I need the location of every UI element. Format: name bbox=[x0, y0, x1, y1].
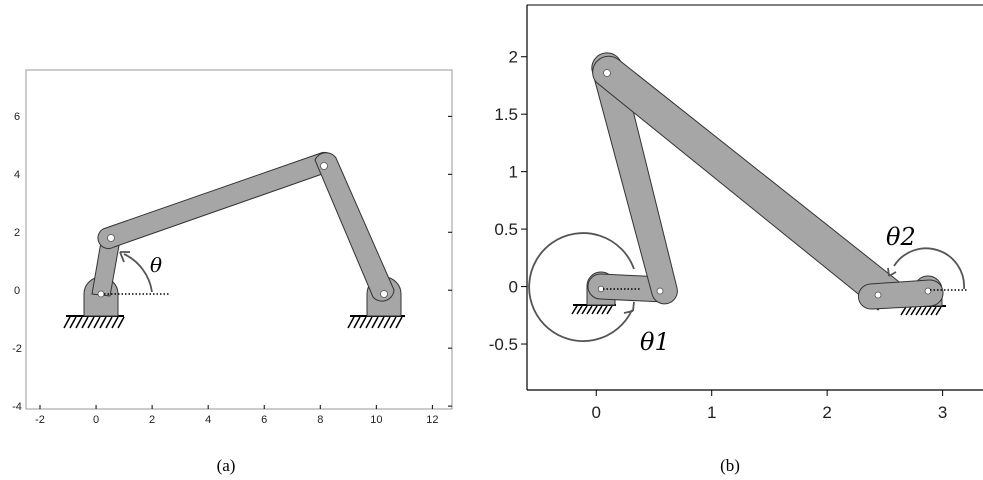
panel_b-x-tick-label: 0 bbox=[592, 403, 601, 422]
panel_a-x-tick-label: -2 bbox=[35, 414, 45, 426]
panel_a-y-tick-label: -4 bbox=[12, 401, 22, 413]
panel-b-pin-output bbox=[874, 291, 882, 299]
panel_b-y-tick-label: 0 bbox=[509, 278, 518, 297]
panel_b-y-tick-label: 1 bbox=[509, 163, 518, 182]
panel-b-pin-ground-left bbox=[597, 285, 605, 293]
panel-b-ground-left bbox=[571, 304, 616, 315]
panel-b-pin-ground-right bbox=[924, 287, 932, 295]
panel-b-theta2-arc bbox=[893, 247, 965, 290]
panel-a-pin-ground-left bbox=[97, 290, 105, 298]
panel_a-y-tick-label: 2 bbox=[14, 227, 20, 239]
panel-a-x-axis: -2 0 2 4 6 8 10 12 bbox=[35, 405, 439, 426]
panel_a-x-tick-label: 2 bbox=[149, 414, 155, 426]
panel_b-y-tick-label: -0.5 bbox=[489, 335, 518, 354]
panel-b-link-long bbox=[592, 55, 904, 311]
panel-b-pin-top bbox=[603, 69, 611, 77]
panel-b-x-axis: 0 1 2 3 bbox=[592, 390, 947, 422]
panel_a-y-tick-label: 4 bbox=[14, 169, 20, 181]
panel_b-x-tick-label: 2 bbox=[822, 403, 831, 422]
panel_a-x-tick-label: 4 bbox=[205, 414, 211, 426]
panel_a-y-tick-label: -2 bbox=[12, 343, 22, 355]
panel_a-x-tick-label: 10 bbox=[370, 414, 382, 426]
panel-b-theta2-arrowhead bbox=[887, 267, 897, 277]
panel-b: 0 1 2 3 2 1.5 1 0.5 0 -0.5 bbox=[489, 4, 983, 475]
panel-a-pin-joint-b bbox=[320, 162, 328, 170]
panel_a-x-tick-label: 12 bbox=[426, 414, 438, 426]
panel-a-frame bbox=[25, 69, 453, 410]
panel-b-y-axis: 2 1.5 1 0.5 0 -0.5 bbox=[489, 48, 527, 354]
panel-b-theta2-label: θ2 bbox=[886, 223, 916, 251]
panel_a-x-tick-label: 8 bbox=[317, 414, 323, 426]
panel_a-x-tick-label: 6 bbox=[261, 414, 267, 426]
panel-a-pin-joint-a bbox=[107, 234, 115, 242]
panel-a-pin-ground-right bbox=[380, 290, 388, 298]
panel-b-caption: (b) bbox=[720, 456, 740, 475]
panel-b-theta1-arc bbox=[528, 232, 635, 342]
panel_b-x-tick-label: 3 bbox=[938, 403, 947, 422]
panel-a-link-rocker bbox=[314, 152, 395, 302]
panel-a-angle-arc bbox=[123, 253, 153, 293]
panel-b-link-short bbox=[591, 52, 678, 305]
panel_a-x-tick-label: 0 bbox=[93, 414, 99, 426]
panel-b-pin-crank-end bbox=[656, 287, 664, 295]
panel_a-y-tick-label: 6 bbox=[14, 111, 20, 123]
panel_b-x-tick-label: 1 bbox=[707, 403, 716, 422]
panel_a-y-tick-label: 0 bbox=[14, 285, 20, 297]
panel_b-y-tick-label: 2 bbox=[509, 48, 518, 67]
panel-a-caption: (a) bbox=[217, 456, 236, 475]
panel-a: -2 0 2 4 6 8 10 12 -4 -2 0 2 4 6 bbox=[12, 69, 453, 475]
panel-b-theta1-label: θ1 bbox=[640, 328, 670, 356]
panel-a-theta-label: θ bbox=[150, 253, 162, 277]
panel-a-angle-arrowhead bbox=[119, 251, 130, 263]
panel-b-theta1-arrowhead bbox=[623, 301, 635, 314]
panel_b-y-tick-label: 1.5 bbox=[494, 105, 518, 124]
panel-b-link-output bbox=[858, 279, 944, 310]
panel_b-y-tick-label: 0.5 bbox=[494, 220, 518, 239]
panel-a-y-axis: -4 -2 0 2 4 6 bbox=[12, 111, 452, 413]
